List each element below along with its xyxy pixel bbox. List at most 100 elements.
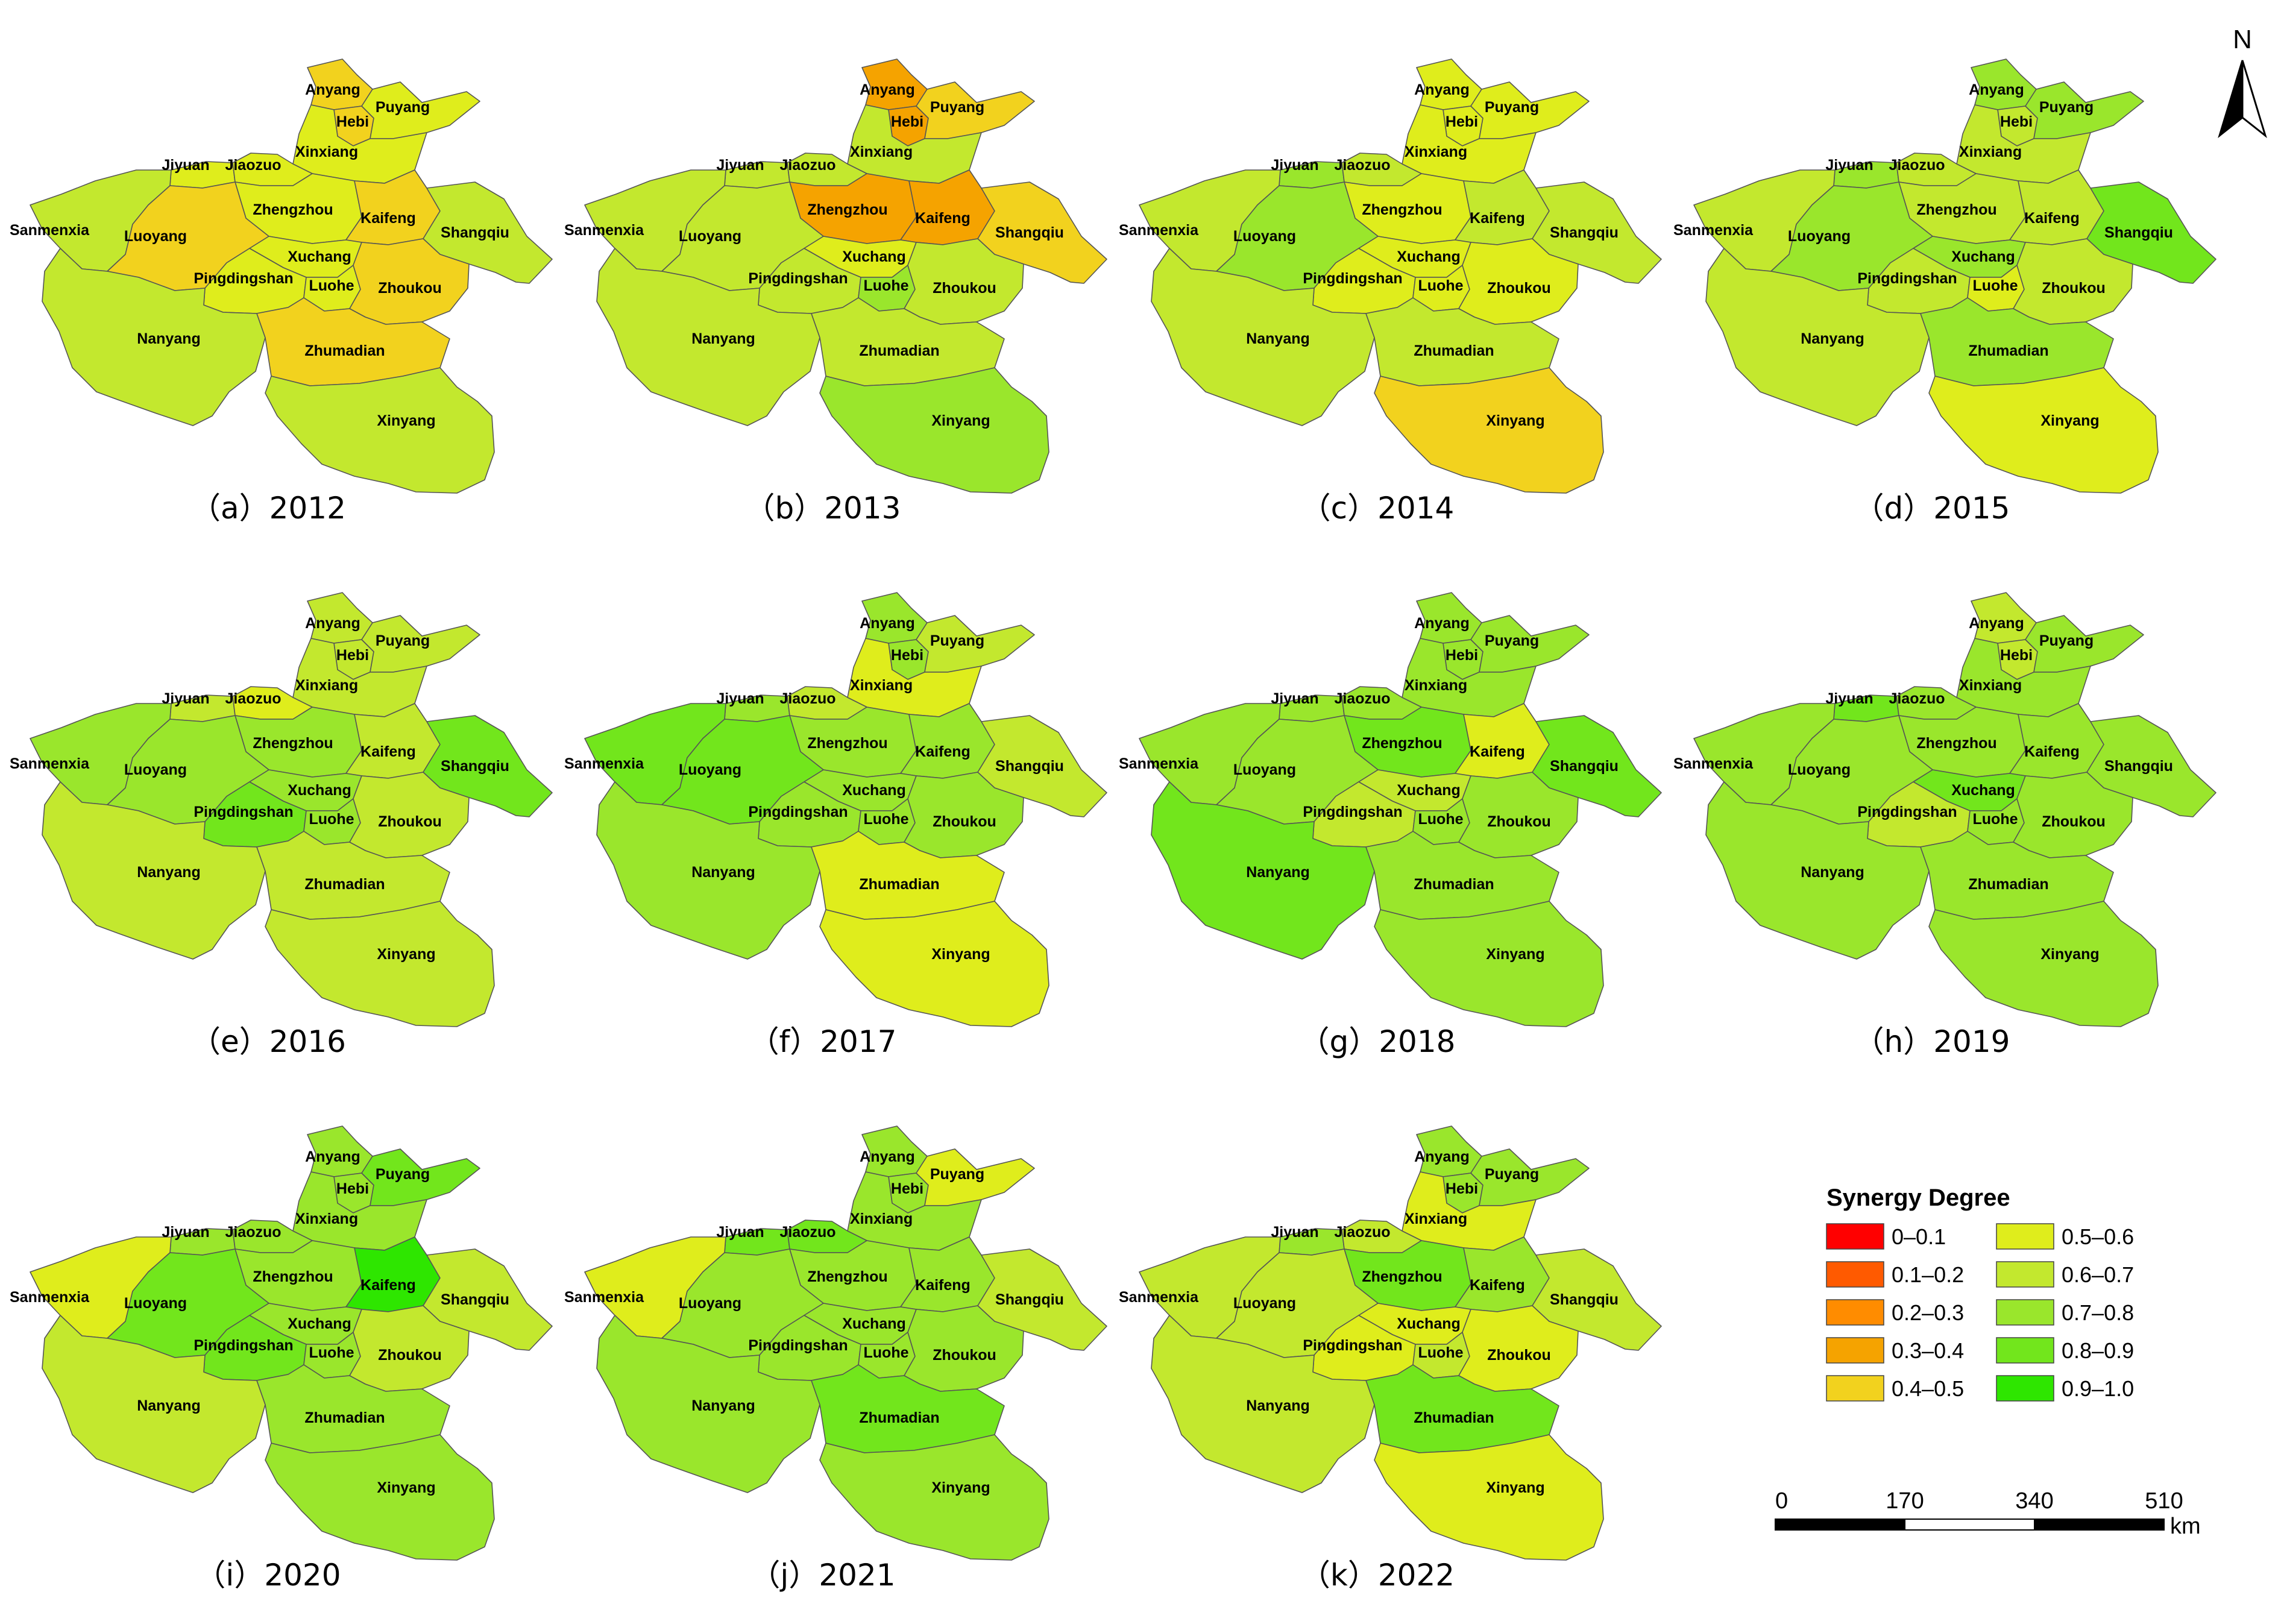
region-label-kaifeng: Kaifeng [915, 1277, 971, 1294]
region-label-luoyang: Luoyang [679, 1295, 741, 1312]
region-label-anyang: Anyang [1969, 615, 2024, 632]
region-label-nanyang: Nanyang [1246, 864, 1310, 881]
region-label-sanmenxia: Sanmenxia [1119, 1289, 1199, 1306]
region-label-xinxiang: Xinxiang [850, 677, 913, 694]
region-label-puyang: Puyang [2039, 632, 2094, 649]
region-label-xinyang: Xinyang [2040, 946, 2099, 963]
region-label-jiaozuo: Jiaozuo [1334, 157, 1390, 174]
region-label-puyang: Puyang [1485, 99, 1539, 116]
region-label-anyang: Anyang [860, 81, 915, 98]
region-label-jiyuan: Jiyuan [1271, 157, 1318, 174]
legend-swatch [1826, 1223, 1884, 1250]
region-label-xuchang: Xuchang [842, 1315, 906, 1332]
region-puyang [1470, 81, 1590, 139]
panel-caption: （k）2022 [1300, 1558, 1455, 1593]
region-nanyang [1705, 781, 1930, 960]
region-label-zhumadian: Zhumadian [1968, 342, 2048, 359]
map-panel: Anyang Hebi Puyang Xinxiang Jiyuan Jiaozuo Zhe… [564, 592, 1107, 1059]
legend-label: 0–0.1 [1892, 1224, 1946, 1249]
region-label-zhoukou: Zhoukou [378, 813, 442, 830]
region-label-xinyang: Xinyang [2040, 412, 2099, 429]
region-label-zhengzhou: Zhengzhou [1362, 201, 1442, 218]
region-label-jiaozuo: Jiaozuo [225, 157, 281, 174]
region-label-jiyuan: Jiyuan [162, 1224, 209, 1241]
region-label-shangqiu: Shangqiu [1550, 758, 1619, 775]
region-label-luoyang: Luoyang [124, 761, 187, 778]
north-arrow-icon-outline [2241, 60, 2267, 139]
region-label-anyang: Anyang [860, 615, 915, 632]
region-label-sanmenxia: Sanmenxia [1119, 755, 1199, 772]
region-nanyang [42, 781, 266, 960]
legend: Synergy Degree 0–0.1 0.1–0.2 0.2–0.3 0.3–0.… [1826, 1185, 2134, 1402]
region-label-zhumadian: Zhumadian [304, 342, 385, 359]
north-arrow: N [2218, 25, 2267, 139]
region-label-zhoukou: Zhoukou [2042, 813, 2106, 830]
region-label-xinyang: Xinyang [377, 946, 435, 963]
region-label-puyang: Puyang [930, 1166, 984, 1183]
region-puyang [361, 615, 480, 673]
region-label-xinyang: Xinyang [1486, 412, 1544, 429]
region-label-luoyang: Luoyang [1788, 761, 1851, 778]
panel-caption: （j）2021 [750, 1558, 895, 1593]
panel-caption: （i）2020 [195, 1558, 341, 1593]
region-nanyang [1151, 1315, 1375, 1493]
region-label-luohe: Luohe [309, 277, 354, 294]
region-label-xinyang: Xinyang [1486, 1479, 1544, 1496]
region-xinyang [265, 367, 495, 494]
region-label-luoyang: Luoyang [679, 761, 741, 778]
map-panel: Anyang Hebi Puyang Xinxiang Jiyuan Jiaozuo Zhe… [1119, 592, 1662, 1059]
region-label-jiyuan: Jiyuan [716, 1224, 764, 1241]
region-label-shangqiu: Shangqiu [1550, 1291, 1619, 1308]
region-label-zhoukou: Zhoukou [378, 280, 442, 297]
region-label-luohe: Luohe [309, 811, 354, 828]
region-label-zhengzhou: Zhengzhou [1916, 201, 1996, 218]
region-label-zhoukou: Zhoukou [933, 813, 996, 830]
region-label-luohe: Luohe [864, 277, 909, 294]
region-label-luoyang: Luoyang [124, 1295, 187, 1312]
region-label-luoyang: Luoyang [124, 228, 187, 245]
region-label-kaifeng: Kaifeng [360, 1277, 416, 1294]
region-label-jiyuan: Jiyuan [1825, 157, 1873, 174]
region-label-xuchang: Xuchang [288, 1315, 351, 1332]
region-label-sanmenxia: Sanmenxia [10, 755, 90, 772]
region-label-hebi: Hebi [891, 113, 923, 130]
legend-swatch [1826, 1261, 1884, 1288]
region-label-zhumadian: Zhumadian [304, 1409, 385, 1426]
region-label-zhumadian: Zhumadian [859, 876, 939, 893]
panel-caption: （g）2018 [1300, 1024, 1456, 1059]
map-panel: Anyang Hebi Puyang Xinxiang Jiyuan Jiaozuo Zhe… [10, 58, 553, 526]
north-label: N [2233, 25, 2252, 54]
region-label-xinxiang: Xinxiang [295, 1210, 358, 1227]
panel-caption: （b）2013 [745, 491, 901, 526]
region-label-nanyang: Nanyang [1801, 330, 1864, 347]
region-label-pingdingshan: Pingdingshan [193, 270, 293, 287]
region-label-hebi: Hebi [1446, 1180, 1478, 1197]
region-label-pingdingshan: Pingdingshan [1303, 804, 1402, 820]
region-label-luohe: Luohe [1418, 277, 1464, 294]
region-label-zhoukou: Zhoukou [933, 1347, 996, 1364]
region-label-puyang: Puyang [376, 1166, 430, 1183]
north-arrow-icon [2218, 60, 2244, 139]
region-label-zhumadian: Zhumadian [859, 342, 939, 359]
region-xinyang [819, 367, 1049, 494]
legend-label: 0.1–0.2 [1892, 1262, 1964, 1287]
region-label-luohe: Luohe [1418, 1344, 1464, 1361]
region-label-hebi: Hebi [336, 1180, 369, 1197]
region-label-kaifeng: Kaifeng [2024, 743, 2080, 760]
region-label-jiyuan: Jiyuan [1271, 1224, 1318, 1241]
region-label-zhumadian: Zhumadian [1968, 876, 2048, 893]
region-label-luoyang: Luoyang [1233, 1295, 1296, 1312]
region-label-hebi: Hebi [1446, 113, 1478, 130]
region-label-anyang: Anyang [305, 81, 360, 98]
region-label-jiaozuo: Jiaozuo [779, 157, 835, 174]
region-label-xinyang: Xinyang [931, 946, 990, 963]
panel-caption: （d）2015 [1854, 491, 2010, 526]
region-label-xinxiang: Xinxiang [1405, 143, 1467, 160]
legend-label: 0.5–0.6 [2062, 1224, 2134, 1249]
region-xinyang [1374, 367, 1604, 494]
panel-caption: （h）2019 [1854, 1024, 2010, 1059]
region-label-xinxiang: Xinxiang [295, 677, 358, 694]
region-label-luohe: Luohe [1418, 811, 1464, 828]
legend-label: 0.9–1.0 [2062, 1376, 2134, 1401]
